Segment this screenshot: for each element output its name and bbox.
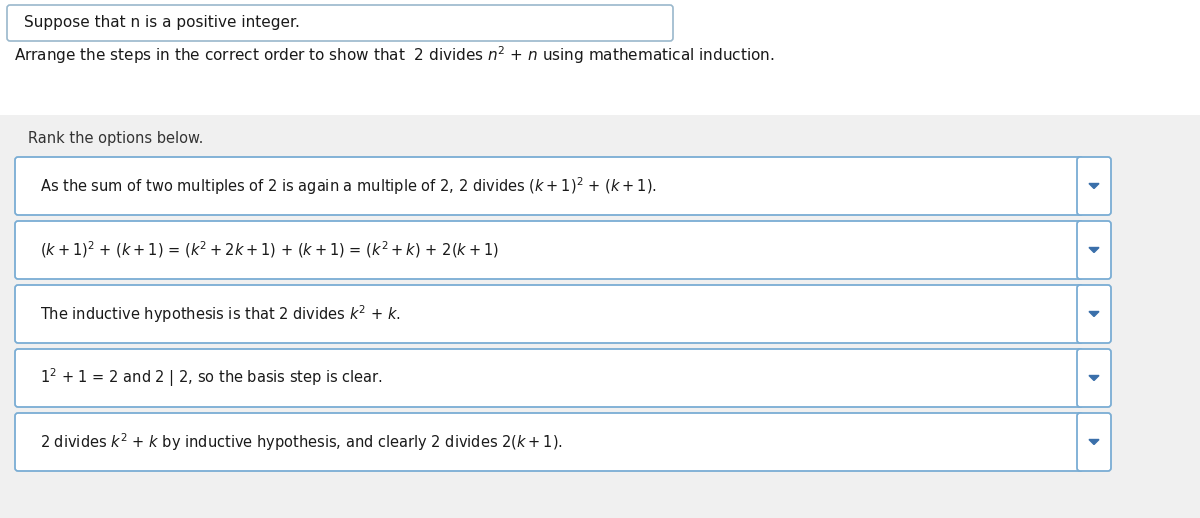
Polygon shape (1090, 248, 1099, 252)
Text: Arrange the steps in the correct order to show that  2 divides $n^2$ + $n$ using: Arrange the steps in the correct order t… (14, 44, 775, 66)
Text: Suppose that n is a positive integer.: Suppose that n is a positive integer. (24, 16, 300, 31)
FancyBboxPatch shape (14, 157, 1084, 215)
FancyBboxPatch shape (1078, 157, 1111, 215)
Text: As the sum of two multiples of 2 is again a multiple of 2, 2 divides $(k + 1)^2$: As the sum of two multiples of 2 is agai… (40, 175, 656, 197)
FancyBboxPatch shape (1078, 349, 1111, 407)
Text: 2 divides $k^2$ + $k$ by inductive hypothesis, and clearly 2 divides $2(k + 1)$.: 2 divides $k^2$ + $k$ by inductive hypot… (40, 431, 563, 453)
Polygon shape (1090, 183, 1099, 189)
Text: The inductive hypothesis is that 2 divides $k^2$ + $k$.: The inductive hypothesis is that 2 divid… (40, 303, 401, 325)
Text: $(k + 1)^2$ + $(k + 1)$ = $(k^2 + 2k + 1)$ + $(k + 1)$ = $(k^2 + k)$ + $2(k+1)$: $(k + 1)^2$ + $(k + 1)$ = $(k^2 + 2k + 1… (40, 240, 499, 261)
Text: Rank the options below.: Rank the options below. (28, 131, 203, 146)
Polygon shape (1090, 439, 1099, 444)
FancyBboxPatch shape (14, 285, 1084, 343)
FancyBboxPatch shape (14, 349, 1084, 407)
FancyBboxPatch shape (14, 413, 1084, 471)
FancyBboxPatch shape (14, 221, 1084, 279)
FancyBboxPatch shape (0, 0, 1200, 115)
FancyBboxPatch shape (7, 5, 673, 41)
Polygon shape (1090, 311, 1099, 316)
Text: $1^2$ + 1 = 2 and 2 | 2, so the basis step is clear.: $1^2$ + 1 = 2 and 2 | 2, so the basis st… (40, 367, 383, 390)
FancyBboxPatch shape (1078, 221, 1111, 279)
FancyBboxPatch shape (1078, 285, 1111, 343)
Polygon shape (1090, 376, 1099, 381)
FancyBboxPatch shape (0, 115, 1200, 518)
FancyBboxPatch shape (1078, 413, 1111, 471)
